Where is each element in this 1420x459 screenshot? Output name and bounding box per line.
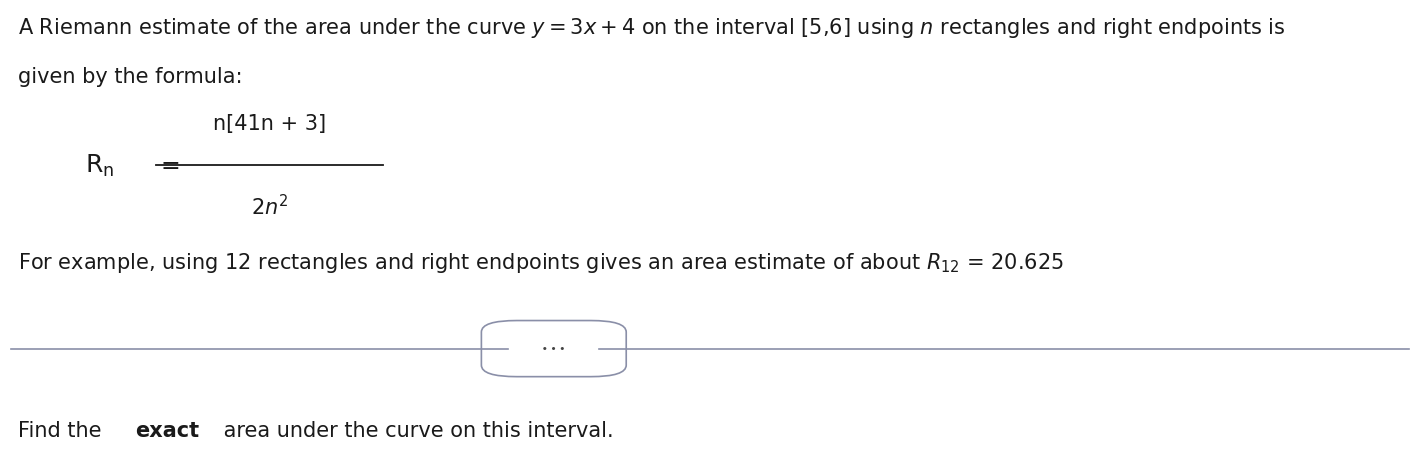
Text: $2n^2$: $2n^2$ [251,194,288,219]
Text: =: = [160,153,180,177]
Text: $\mathregular{R_n}$: $\mathregular{R_n}$ [85,152,115,178]
Text: • • •: • • • [542,344,565,353]
Text: A Riemann estimate of the area under the curve $y = 3x + 4$ on the interval [5,6: A Riemann estimate of the area under the… [18,16,1287,40]
FancyBboxPatch shape [481,321,626,377]
Text: given by the formula:: given by the formula: [18,67,243,86]
Text: n[41n + 3]: n[41n + 3] [213,114,327,134]
Text: exact: exact [135,420,199,440]
Text: area under the curve on this interval.: area under the curve on this interval. [217,420,613,440]
Text: Find the: Find the [18,420,108,440]
Text: For example, using 12 rectangles and right endpoints gives an area estimate of a: For example, using 12 rectangles and rig… [18,250,1064,274]
